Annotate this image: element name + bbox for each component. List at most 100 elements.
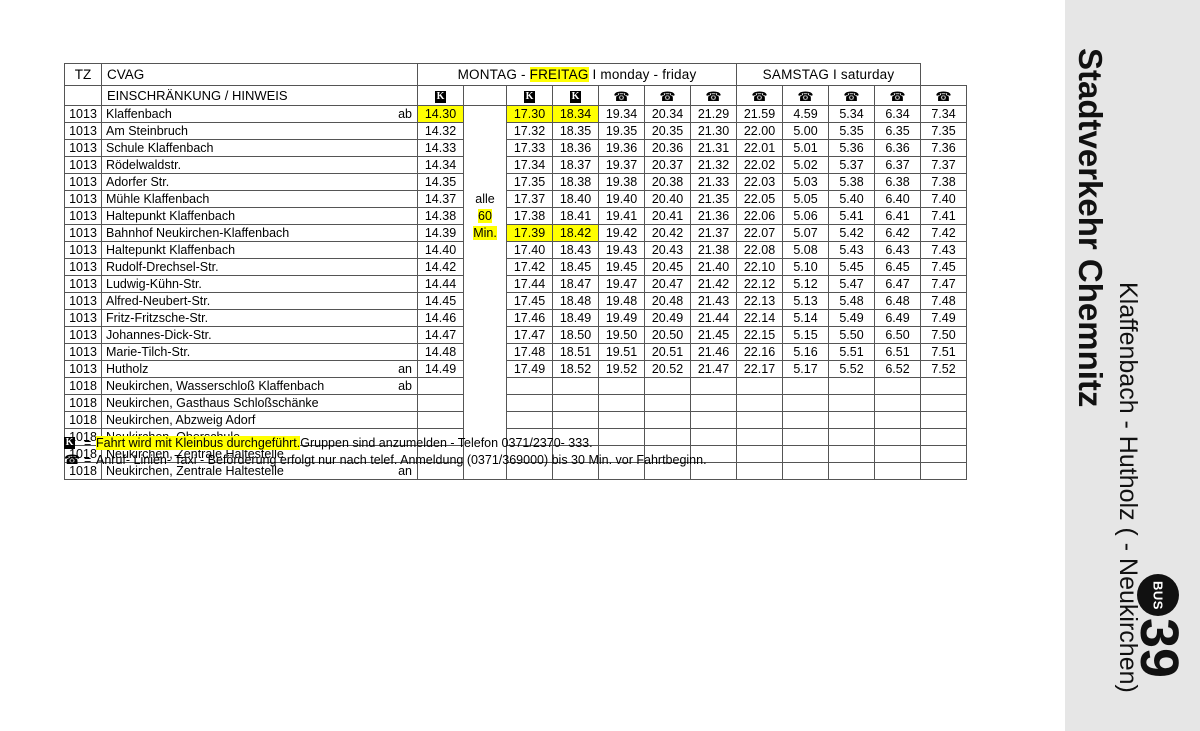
table-header-row-2: EINSCHRÄNKUNG / HINWEIS K K K ☎ ☎ ☎ ☎ ☎ ☎ ☎ ☎ [64, 85, 967, 106]
time-cell: 20.35 [644, 122, 691, 140]
row-tz: 1013 [64, 173, 102, 191]
time-cell [874, 411, 921, 429]
row-stop-name: Neukirchen, Abzweig Adorf [101, 411, 418, 429]
row-stop-name: Adorfer Str. [101, 173, 418, 191]
column-symbol-2: K [506, 85, 553, 106]
row-stop-name: Rödelwaldstr. [101, 156, 418, 174]
time-cell [552, 411, 599, 429]
time-cell [874, 428, 921, 446]
time-cell [463, 445, 507, 463]
time-cell: 14.34 [417, 156, 464, 174]
time-cell: 19.45 [598, 258, 645, 276]
time-cell [828, 462, 875, 480]
table-row: 1013 Haltepunkt Klaffenbach 14.38 60 17.38 18… [64, 207, 967, 225]
time-cell [874, 462, 921, 480]
time-cell: 6.40 [874, 190, 921, 208]
time-cell [782, 394, 829, 412]
time-cell [463, 122, 507, 140]
time-cell [506, 411, 553, 429]
time-cell: 21.44 [690, 309, 737, 327]
header-tz-blank [64, 85, 102, 106]
time-cell: 21.31 [690, 139, 737, 157]
time-cell: 22.06 [736, 207, 783, 225]
time-cell: 22.12 [736, 275, 783, 293]
table-row: 1013 Bahnhof Neukirchen-Klaffenbach 14.39 M… [64, 224, 967, 242]
time-cell: 5.47 [828, 275, 875, 293]
time-cell: 19.37 [598, 156, 645, 174]
table-row: 1018 Neukirchen, Wasserschloß Klaffenbach… [64, 377, 967, 395]
table-row: 1013 Klaffenbach ab 14.30 17.30 18.34 19.34 20.… [64, 105, 967, 123]
time-cell: 18.34 [552, 105, 599, 123]
row-tz: 1013 [64, 224, 102, 242]
footnote-equals: = [84, 435, 92, 450]
column-symbol-5: ☎ [644, 85, 691, 106]
time-cell: 21.40 [690, 258, 737, 276]
time-cell: 17.38 [506, 207, 553, 225]
frequency-note-line3: Min. [473, 226, 497, 240]
time-cell: 19.40 [598, 190, 645, 208]
time-cell: 14.37 [417, 190, 464, 208]
time-cell [463, 394, 507, 412]
time-cell [552, 445, 599, 463]
header-restriction: EINSCHRÄNKUNG / HINWEIS [101, 85, 418, 106]
time-cell: 5.45 [828, 258, 875, 276]
time-cell: 5.07 [782, 224, 829, 242]
time-cell: 18.43 [552, 241, 599, 259]
time-cell: 14.33 [417, 139, 464, 157]
time-cell: 5.17 [782, 360, 829, 378]
header-operator: CVAG [101, 63, 418, 86]
time-cell [874, 377, 921, 395]
table-row: 1018 Neukirchen, Zentrale Haltestelle an [64, 462, 967, 480]
row-stop-name: Fritz-Fritzsche-Str. [101, 309, 418, 327]
row-stop-name: Mühle Klaffenbach [101, 190, 418, 208]
time-cell: 5.50 [828, 326, 875, 344]
time-cell: 6.38 [874, 173, 921, 191]
column-symbol-10: ☎ [874, 85, 921, 106]
time-cell: 20.47 [644, 275, 691, 293]
timetable-container: TZ CVAG MONTAG - FREITAG I monday - friday… [64, 63, 967, 480]
time-cell: 7.48 [920, 292, 967, 310]
row-tz: 1013 [64, 122, 102, 140]
time-cell: 17.35 [506, 173, 553, 191]
time-cell [463, 139, 507, 157]
time-cell [736, 411, 783, 429]
stop-label: Neukirchen, Abzweig Adorf [106, 413, 256, 427]
table-header-row-1: TZ CVAG MONTAG - FREITAG I monday - friday… [64, 63, 967, 86]
stop-arrival-departure-flag: ab [398, 379, 412, 393]
row-stop-name: Bahnhof Neukirchen-Klaffenbach [101, 224, 418, 242]
table-row: 1013 Adorfer Str. 14.35 17.35 18.38 19.38 20.3… [64, 173, 967, 191]
time-cell [463, 343, 507, 361]
time-cell: 22.14 [736, 309, 783, 327]
time-cell [920, 428, 967, 446]
kleinbus-icon: K [524, 90, 535, 103]
time-cell [920, 377, 967, 395]
time-cell [644, 394, 691, 412]
stop-label: Alfred-Neubert-Str. [106, 294, 211, 308]
time-cell: 21.32 [690, 156, 737, 174]
footnote-text: Gruppen sind anzumelden - Telefon 0371/2… [300, 435, 593, 450]
time-cell [782, 445, 829, 463]
table-row: 1013 Hutholz an 14.49 17.49 18.52 19.52 20.52 21… [64, 360, 967, 378]
time-cell: 5.08 [782, 241, 829, 259]
row-tz: 1013 [64, 343, 102, 361]
time-cell [506, 428, 553, 446]
time-cell: 5.48 [828, 292, 875, 310]
time-cell: 17.45 [506, 292, 553, 310]
phone-icon: ☎ [843, 89, 860, 105]
time-cell: 17.46 [506, 309, 553, 327]
time-cell: 19.35 [598, 122, 645, 140]
stop-label: Neukirchen, Wasserschloß Klaffenbach [106, 379, 325, 393]
time-cell: 22.15 [736, 326, 783, 344]
table-row: 1013 Mühle Klaffenbach 14.37 alle 17.37 18.40… [64, 190, 967, 208]
time-cell: 6.50 [874, 326, 921, 344]
time-cell: 7.52 [920, 360, 967, 378]
timetable: TZ CVAG MONTAG - FREITAG I monday - friday… [64, 63, 967, 480]
time-cell: 5.12 [782, 275, 829, 293]
time-cell: 5.35 [828, 122, 875, 140]
time-cell: 7.47 [920, 275, 967, 293]
table-row: 1013 Johannes-Dick-Str. 14.47 17.47 18.50 19.… [64, 326, 967, 344]
time-cell: 17.44 [506, 275, 553, 293]
time-cell: 5.41 [828, 207, 875, 225]
time-cell: 18.50 [552, 326, 599, 344]
time-cell [736, 445, 783, 463]
